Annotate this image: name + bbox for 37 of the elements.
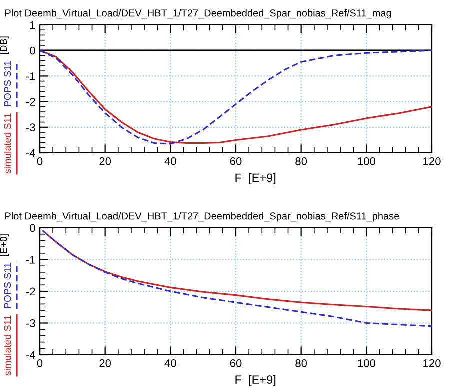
- line-series: [42, 230, 432, 312]
- y-tick-label: 1: [30, 21, 36, 30]
- x-tick-label: 0: [37, 157, 43, 166]
- x-tick-label: 120: [424, 359, 441, 368]
- y-tick-label: -2: [26, 98, 36, 106]
- x-tick-label: 40: [164, 359, 176, 368]
- chart-title: Plot Deemb_Virtual_Load/DEV_HBT_1/T27_Deembedded_Spar_nobias_Ref/S11_mag: [6, 9, 392, 19]
- x-axis-title: F [E+9]: [236, 173, 276, 184]
- chart-title: Plot Deemb_Virtual_Load/DEV_HBT_1/T27_Deembedded_Spar_nobias_Ref/S11_phase: [6, 212, 400, 222]
- x-tick-label: 100: [358, 157, 376, 166]
- text: POPS S11: [4, 263, 12, 308]
- y-tick-label: -3: [26, 320, 36, 328]
- text: simulated S11: [4, 316, 12, 376]
- y-tick-label: 0: [30, 46, 36, 55]
- x-tick-label: 60: [230, 157, 242, 166]
- x-tick-label: 20: [100, 359, 112, 368]
- x-tick-label: 100: [358, 359, 376, 368]
- x-tick-label: 60: [230, 359, 242, 368]
- y-tick-label: -3: [26, 124, 36, 132]
- text: simulated S11: [4, 114, 12, 174]
- x-tick-label: 20: [100, 157, 112, 166]
- x-tick-label: 80: [296, 157, 308, 166]
- y-axis-title: [DB]: [0, 36, 9, 54]
- x-tick-label: 120: [424, 157, 441, 166]
- y-tick-label: -1: [26, 72, 36, 80]
- y-tick-label: -1: [26, 256, 36, 264]
- y-tick-label: -2: [26, 288, 36, 296]
- line-series: [42, 230, 432, 328]
- y-tick-label: 0: [30, 224, 36, 232]
- x-axis-title: F [E+9]: [236, 375, 276, 386]
- x-tick-label: 80: [296, 359, 308, 368]
- y-tick-label: -4: [26, 351, 36, 360]
- x-tick-label: 40: [164, 157, 176, 166]
- text: POPS S11: [4, 61, 12, 106]
- y-tick-label: -4: [26, 149, 36, 158]
- y-axis-title: [E+0]: [0, 234, 9, 256]
- x-tick-label: 0: [37, 359, 43, 368]
